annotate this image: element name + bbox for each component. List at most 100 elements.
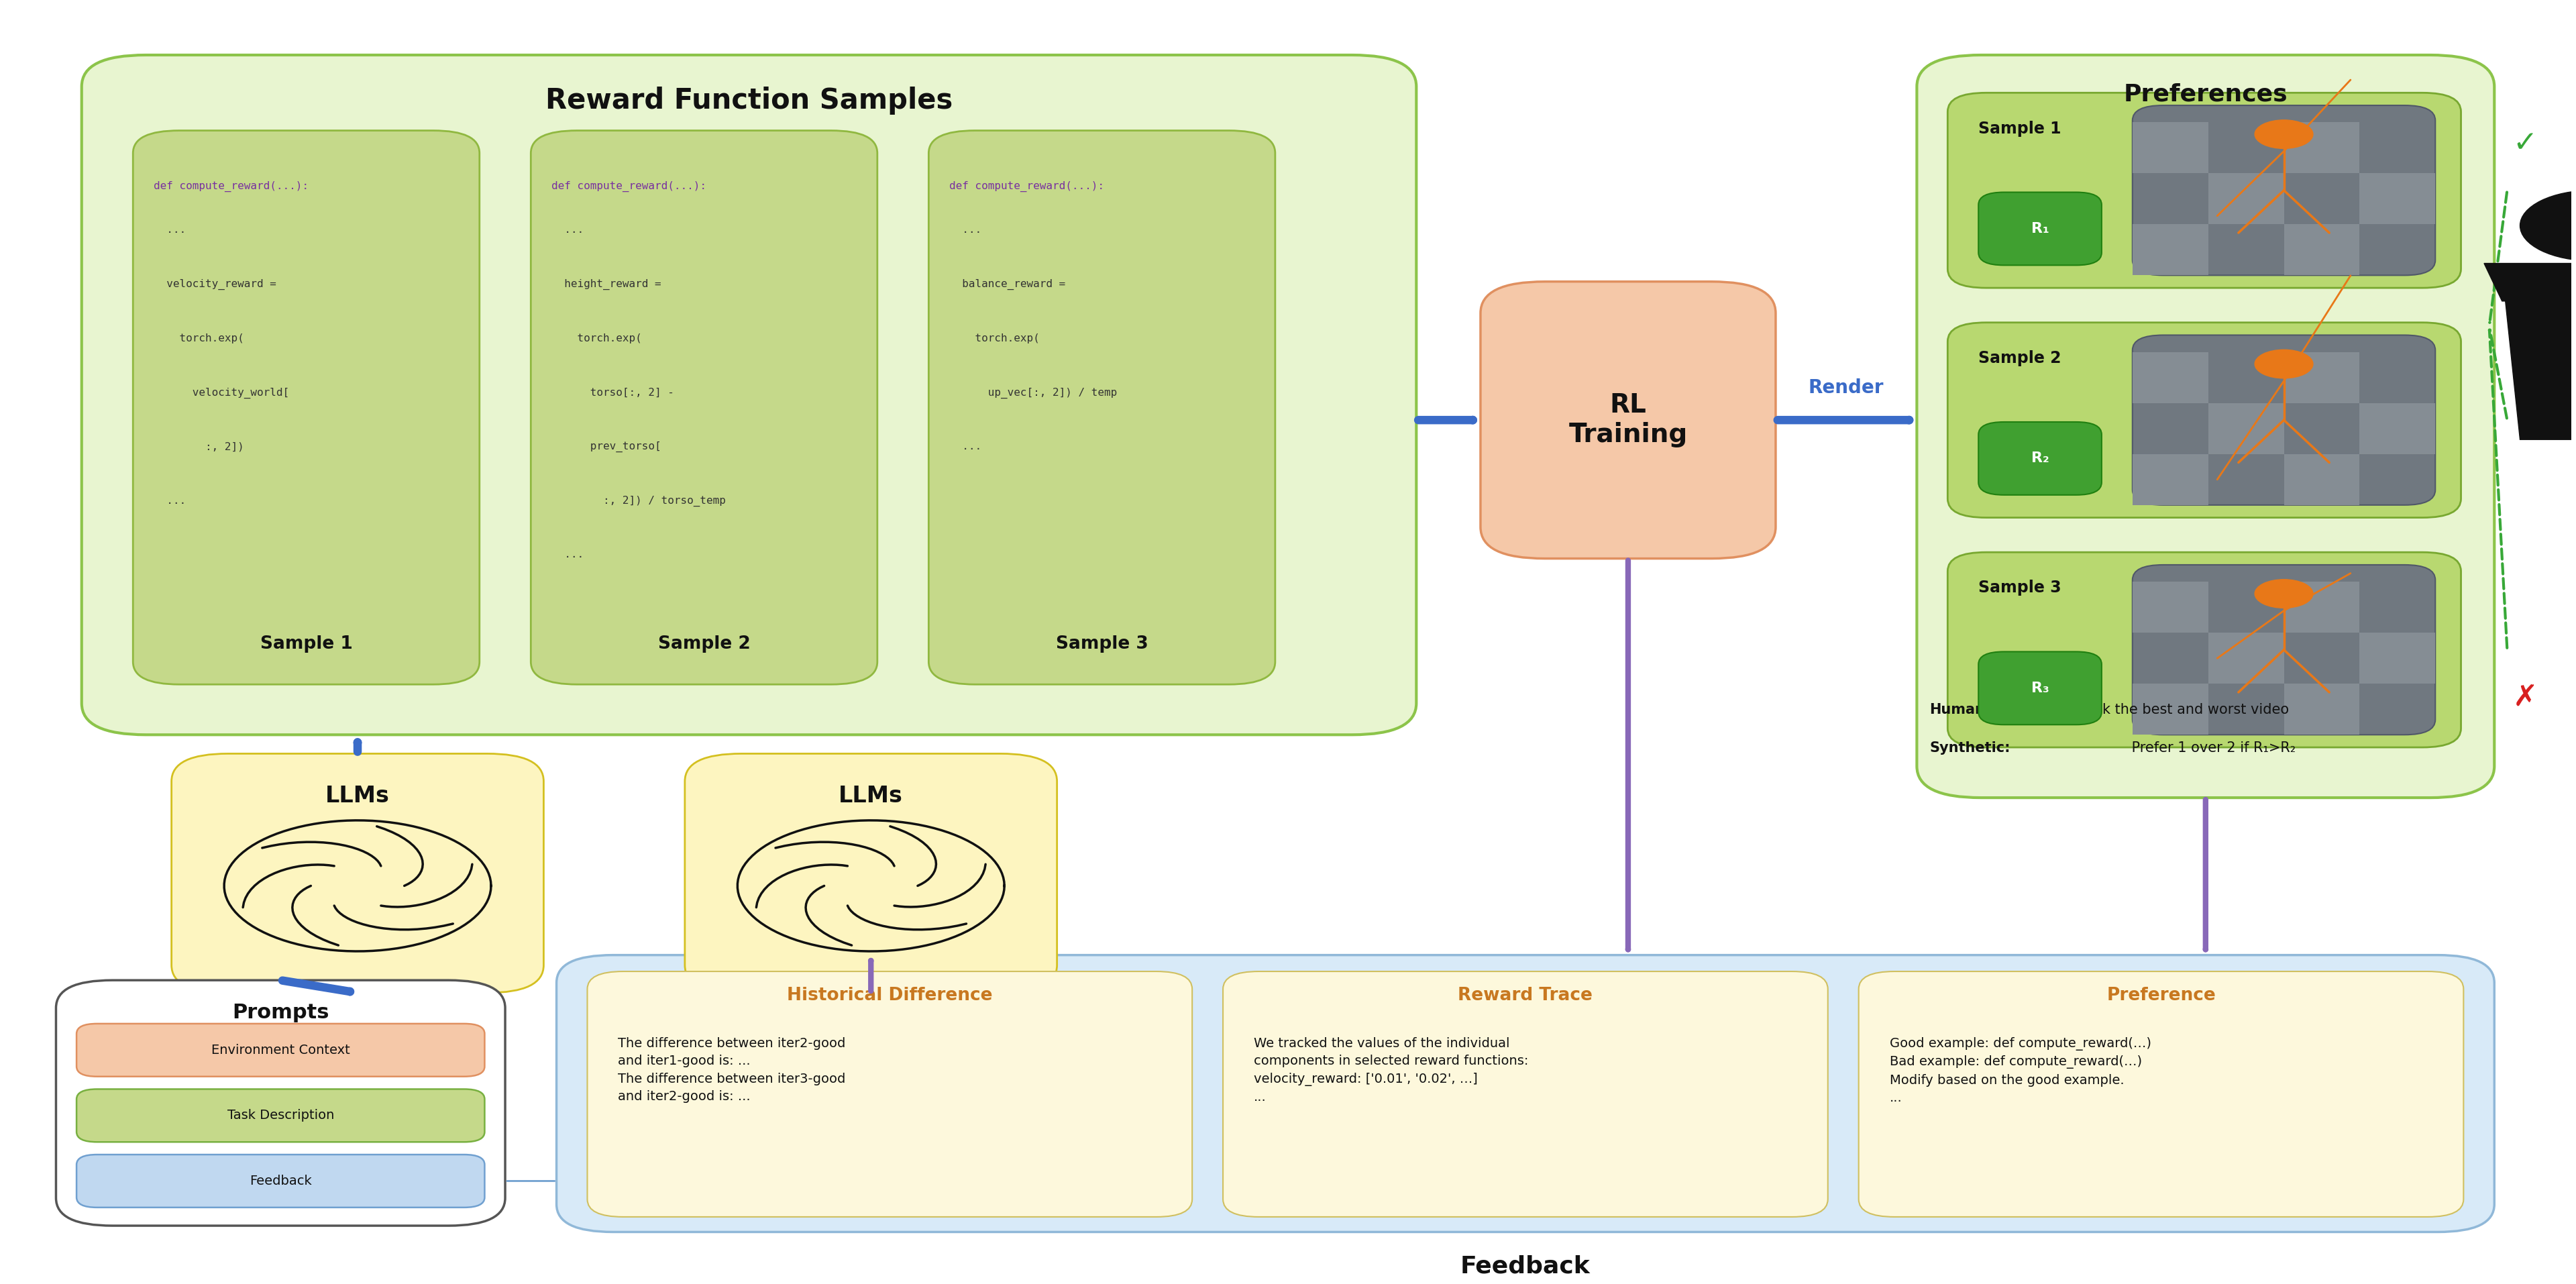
Text: Preferences: Preferences <box>2123 82 2287 105</box>
Text: LLMs: LLMs <box>840 785 904 808</box>
Text: ...: ... <box>551 225 585 235</box>
Text: height_reward =: height_reward = <box>551 279 662 290</box>
Circle shape <box>2519 190 2576 261</box>
FancyBboxPatch shape <box>2208 633 2285 684</box>
Text: Render: Render <box>1808 379 1883 398</box>
FancyBboxPatch shape <box>2285 225 2360 275</box>
Text: Environment Context: Environment Context <box>211 1044 350 1057</box>
FancyBboxPatch shape <box>2133 122 2208 173</box>
FancyBboxPatch shape <box>2208 403 2285 455</box>
Text: We tracked the values of the individual
components in selected reward functions:: We tracked the values of the individual … <box>1255 1037 1528 1104</box>
Text: velocity_reward =: velocity_reward = <box>155 279 276 290</box>
Text: balance_reward =: balance_reward = <box>948 279 1066 290</box>
FancyBboxPatch shape <box>77 1023 484 1076</box>
FancyBboxPatch shape <box>2360 173 2434 225</box>
Text: ✗: ✗ <box>2512 683 2537 711</box>
Text: Task Description: Task Description <box>227 1109 335 1122</box>
Text: Synthetic:: Synthetic: <box>1929 741 2009 755</box>
FancyBboxPatch shape <box>1978 422 2102 494</box>
FancyBboxPatch shape <box>556 955 2494 1231</box>
FancyBboxPatch shape <box>2285 122 2360 173</box>
FancyBboxPatch shape <box>2133 335 2434 505</box>
FancyBboxPatch shape <box>2285 684 2360 734</box>
FancyBboxPatch shape <box>1917 55 2494 797</box>
Text: up_vec[:, 2]) / temp: up_vec[:, 2]) / temp <box>948 388 1118 398</box>
FancyBboxPatch shape <box>1481 281 1775 559</box>
FancyBboxPatch shape <box>685 754 1056 993</box>
Polygon shape <box>2483 263 2576 302</box>
Text: R₃: R₃ <box>2030 682 2048 695</box>
Text: torch.exp(: torch.exp( <box>551 334 641 343</box>
FancyBboxPatch shape <box>1947 552 2460 747</box>
FancyBboxPatch shape <box>1947 92 2460 288</box>
FancyBboxPatch shape <box>2285 582 2360 633</box>
FancyBboxPatch shape <box>57 980 505 1226</box>
FancyBboxPatch shape <box>1860 972 2463 1217</box>
Text: Pick the best and worst video: Pick the best and worst video <box>2079 704 2290 716</box>
Circle shape <box>2254 579 2313 609</box>
FancyBboxPatch shape <box>1978 652 2102 724</box>
Text: Sample 2: Sample 2 <box>657 636 750 652</box>
Text: LLMs: LLMs <box>325 785 389 808</box>
Text: Human:: Human: <box>1929 704 1991 716</box>
Text: Sample 1: Sample 1 <box>260 636 353 652</box>
Circle shape <box>2254 349 2313 379</box>
Text: Sample 2: Sample 2 <box>1978 351 2061 366</box>
Polygon shape <box>2501 270 2576 439</box>
FancyBboxPatch shape <box>930 131 1275 684</box>
Text: The difference between iter2-good
and iter1-good is: ...
The difference between : The difference between iter2-good and it… <box>618 1037 845 1103</box>
Text: prev_torso[: prev_torso[ <box>551 442 662 452</box>
FancyBboxPatch shape <box>77 1154 484 1207</box>
Text: torch.exp(: torch.exp( <box>155 334 245 343</box>
Text: Preference: Preference <box>2107 986 2215 1004</box>
FancyBboxPatch shape <box>2208 173 2285 225</box>
Text: def compute_reward(...):: def compute_reward(...): <box>551 181 706 191</box>
Text: def compute_reward(...):: def compute_reward(...): <box>155 181 309 191</box>
Text: ✓: ✓ <box>2512 128 2537 158</box>
Text: :, 2]): :, 2]) <box>155 442 245 452</box>
FancyBboxPatch shape <box>82 55 1417 734</box>
Text: def compute_reward(...):: def compute_reward(...): <box>948 181 1105 191</box>
FancyBboxPatch shape <box>1224 972 1829 1217</box>
Text: :, 2]) / torso_temp: :, 2]) / torso_temp <box>551 496 726 506</box>
FancyBboxPatch shape <box>2133 684 2208 734</box>
Text: ...: ... <box>155 496 185 506</box>
FancyBboxPatch shape <box>2133 105 2434 275</box>
Circle shape <box>2254 119 2313 149</box>
FancyBboxPatch shape <box>173 754 544 993</box>
Text: R₁: R₁ <box>2030 222 2048 235</box>
FancyBboxPatch shape <box>2133 225 2208 275</box>
Text: Sample 3: Sample 3 <box>1978 580 2061 596</box>
FancyBboxPatch shape <box>134 131 479 684</box>
Text: Prompts: Prompts <box>232 1003 330 1022</box>
Text: Reward Function Samples: Reward Function Samples <box>546 86 953 114</box>
FancyBboxPatch shape <box>2285 455 2360 505</box>
FancyBboxPatch shape <box>2133 352 2208 403</box>
Text: Historical Difference: Historical Difference <box>786 986 992 1004</box>
Text: R₂: R₂ <box>2030 452 2048 465</box>
Text: Sample 3: Sample 3 <box>1056 636 1149 652</box>
Text: Feedback: Feedback <box>250 1175 312 1188</box>
Text: Good example: def compute_reward(…)
Bad example: def compute_reward(…)
Modify ba: Good example: def compute_reward(…) Bad … <box>1888 1037 2151 1104</box>
Text: ...: ... <box>948 225 981 235</box>
Text: RL
Training: RL Training <box>1569 393 1687 448</box>
FancyBboxPatch shape <box>2285 352 2360 403</box>
Text: ...: ... <box>551 550 585 560</box>
Text: Sample 1: Sample 1 <box>1978 121 2061 136</box>
Text: ...: ... <box>155 225 185 235</box>
Text: Prefer 1 over 2 if R₁>R₂: Prefer 1 over 2 if R₁>R₂ <box>2128 741 2295 755</box>
FancyBboxPatch shape <box>2133 565 2434 734</box>
Text: Reward Trace: Reward Trace <box>1458 986 1592 1004</box>
Text: ...: ... <box>948 442 981 452</box>
Text: torch.exp(: torch.exp( <box>948 334 1041 343</box>
Text: Feedback: Feedback <box>1461 1254 1589 1278</box>
FancyBboxPatch shape <box>2360 633 2434 684</box>
FancyBboxPatch shape <box>2133 455 2208 505</box>
FancyBboxPatch shape <box>587 972 1193 1217</box>
FancyBboxPatch shape <box>1947 322 2460 517</box>
Text: torso[:, 2] -: torso[:, 2] - <box>551 388 675 397</box>
FancyBboxPatch shape <box>77 1089 484 1141</box>
Text: velocity_world[: velocity_world[ <box>155 388 289 398</box>
FancyBboxPatch shape <box>2360 403 2434 455</box>
FancyBboxPatch shape <box>2133 582 2208 633</box>
